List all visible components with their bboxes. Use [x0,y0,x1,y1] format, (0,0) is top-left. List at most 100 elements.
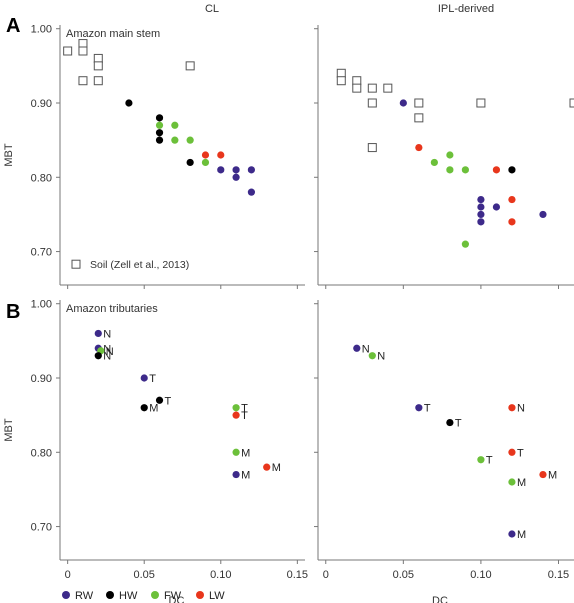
panel-subtitle: Amazon tributaries [66,303,158,315]
legend-marker-rw [62,591,70,599]
x-tick-label: 0.15 [287,569,308,581]
x-tick-label: 0 [323,569,329,581]
data-point-rw [477,195,485,204]
soil-marker [336,68,346,78]
data-point-rw [247,166,256,174]
legend-marker-hw [106,591,114,599]
soil-marker [383,83,393,93]
panel-letter-b: B [6,301,20,323]
soil-marker [414,113,424,123]
legend-marker-fw [151,591,159,599]
panel-subtitle: Amazon main stem [66,28,160,40]
data-point-label: T [149,373,156,385]
data-point-hw [94,352,102,360]
y-tick-label: 0.70 [31,247,52,259]
data-point-rw [477,210,485,219]
data-point-lw [415,143,423,152]
x-tick-label: 0.10 [210,569,231,581]
data-point-fw [232,448,240,456]
soil-marker [352,83,362,93]
soil-marker [78,76,88,86]
column-title-ipl: IPL-derived [438,3,494,15]
data-point-label: T [486,455,493,467]
legend: RW HW FW LW [62,590,225,602]
data-point-label: M [548,470,557,482]
data-point-label: M [517,477,526,489]
soil-marker [78,39,88,49]
soil-marker [93,76,103,86]
x-tick-label: 0.15 [548,569,569,581]
legend-label-hw: HW [119,590,138,602]
data-point-label: M [241,470,250,482]
data-point-label: N [103,351,111,363]
y-tick-label: 0.80 [31,172,52,184]
data-point-label: M [272,462,281,474]
data-point-lw [508,404,516,412]
soil-marker [352,76,362,86]
data-point-rw [140,374,148,382]
soil-marker [185,61,195,71]
data-point-rw [232,470,240,479]
panel-a-ipl [314,25,574,289]
data-point-label: T [241,410,248,422]
panel-a-cl: 0.70 0.80 0.90 1.00 MBT Amazon main stem Soil … [3,24,305,289]
data-point-label: T [455,418,462,430]
y-tick-label: 1.00 [31,24,52,36]
soil-marker [414,98,424,108]
data-point-fw [446,151,454,159]
y-tick-label: 0.70 [31,522,52,534]
data-point-hw [446,418,454,427]
data-point-lw [492,166,501,174]
data-point-lw [263,463,271,471]
legend-label-rw: RW [75,590,94,602]
data-point-lw [508,448,516,456]
data-point-lw [201,151,210,159]
data-point-hw [155,114,164,122]
data-point-label: N [106,346,114,358]
data-point-lw [217,151,225,159]
panel-letter-a: A [6,15,20,37]
y-tick-label: 0.90 [31,98,52,110]
soil-marker [93,61,103,71]
data-point-fw [155,121,164,129]
data-point-fw [171,121,179,129]
data-point-label: N [103,343,111,355]
data-point-rw [415,404,423,412]
data-point-fw [232,404,240,412]
data-point-rw [539,210,547,219]
data-point-label: M [149,403,158,415]
data-point-label: T [517,447,524,459]
column-title-cl: CL [205,3,219,15]
y-axis-label: MBT [3,418,15,442]
soil-marker [336,76,346,86]
data-point-hw [155,136,164,144]
y-tick-label: 1.00 [31,299,52,311]
data-point-hw [186,158,194,167]
x-axis-label: DC [432,595,448,603]
data-point-rw [217,166,225,174]
soil-marker [367,83,377,93]
data-point-rw [477,218,485,226]
data-point-fw [430,158,438,167]
data-point-hw [155,129,164,137]
data-point-lw [508,195,516,204]
data-point-fw [186,136,194,144]
x-axis-label: DC [169,595,185,603]
data-point-hw [508,166,516,174]
x-tick-label: 0.05 [393,569,414,581]
soil-marker [367,98,377,108]
y-tick-label: 0.80 [31,447,52,459]
soil-marker [63,46,73,56]
data-point-rw [477,203,485,211]
x-tick-label: 0.10 [470,569,491,581]
data-point-rw [232,173,240,181]
data-point-fw [461,166,469,174]
data-point-label: T [424,403,431,415]
soil-marker [569,98,574,108]
x-tick-label: 0.05 [134,569,155,581]
data-point-label: N [517,403,525,415]
data-point-rw [353,344,361,352]
legend-label-lw: LW [209,590,225,602]
data-point-hw [140,404,148,412]
